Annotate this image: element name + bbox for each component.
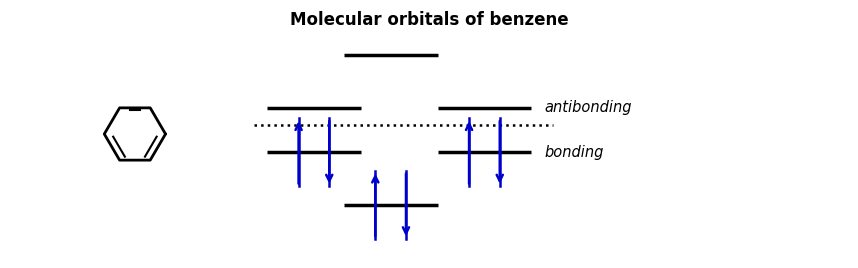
Text: antibonding: antibonding bbox=[544, 100, 631, 115]
Text: bonding: bonding bbox=[544, 145, 603, 160]
Text: Molecular orbitals of benzene: Molecular orbitals of benzene bbox=[290, 11, 568, 29]
